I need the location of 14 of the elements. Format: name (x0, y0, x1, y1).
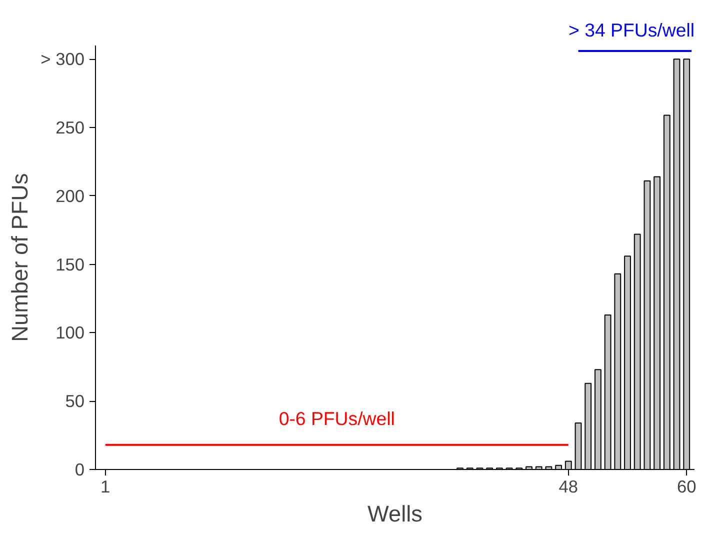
y-tick-label: 50 (65, 391, 85, 412)
x-tick-label: 1 (100, 476, 110, 496)
y-tick-label: 250 (56, 118, 85, 138)
x-axis-title: Wells (368, 500, 422, 526)
y-tick-label: > 300 (40, 49, 85, 70)
y-tick-label: 0 (74, 460, 85, 480)
y-axis-title: Number of PFUs (6, 173, 33, 342)
series-label: 0-6 PFUs/well (278, 408, 395, 429)
y-tick-label: 100 (56, 322, 85, 343)
series-label: > 34 PFUs/well (568, 20, 695, 40)
x-tick-label: 48 (558, 476, 578, 496)
y-tick-label: 150 (56, 254, 85, 274)
x-tick-label: 60 (676, 476, 696, 496)
y-tick-label: 200 (56, 186, 85, 206)
